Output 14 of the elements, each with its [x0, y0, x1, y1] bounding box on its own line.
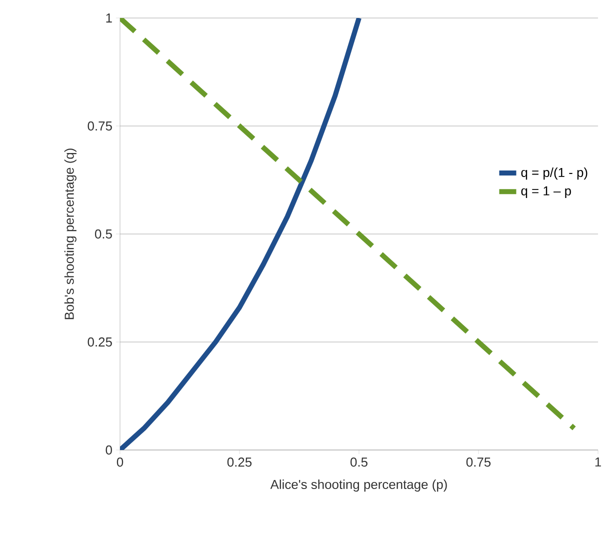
- x-axis-title: Alice's shooting percentage (p): [270, 480, 447, 492]
- y-axis-title: Bob's shooting percentage (q): [64, 148, 76, 320]
- y-tick-label: 1: [106, 14, 112, 22]
- x-tick-label: 1: [595, 458, 601, 466]
- legend-label: q = 1 – p: [521, 186, 571, 198]
- x-tick-label: 0: [116, 458, 124, 467]
- y-tick-label: 0.5: [94, 229, 112, 239]
- y-tick-label: 0.25: [88, 337, 112, 347]
- y-tick-label: 0: [106, 445, 112, 455]
- legend-label: q = p/(1 - p): [521, 168, 588, 180]
- x-tick-label: 0.25: [227, 458, 252, 467]
- y-tick-label: 0.75: [88, 121, 112, 131]
- x-tick-label: 0.5: [350, 458, 368, 467]
- x-tick-label: 0.75: [466, 458, 491, 467]
